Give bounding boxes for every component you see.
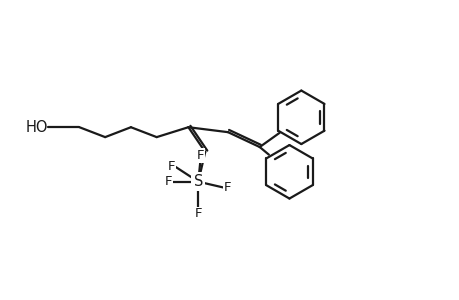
Text: F: F bbox=[224, 181, 231, 194]
Text: S: S bbox=[193, 174, 202, 189]
Text: HO: HO bbox=[25, 120, 48, 135]
Text: F: F bbox=[165, 175, 172, 188]
Text: F: F bbox=[168, 160, 175, 173]
Text: F: F bbox=[196, 149, 204, 162]
Text: F: F bbox=[194, 208, 202, 220]
